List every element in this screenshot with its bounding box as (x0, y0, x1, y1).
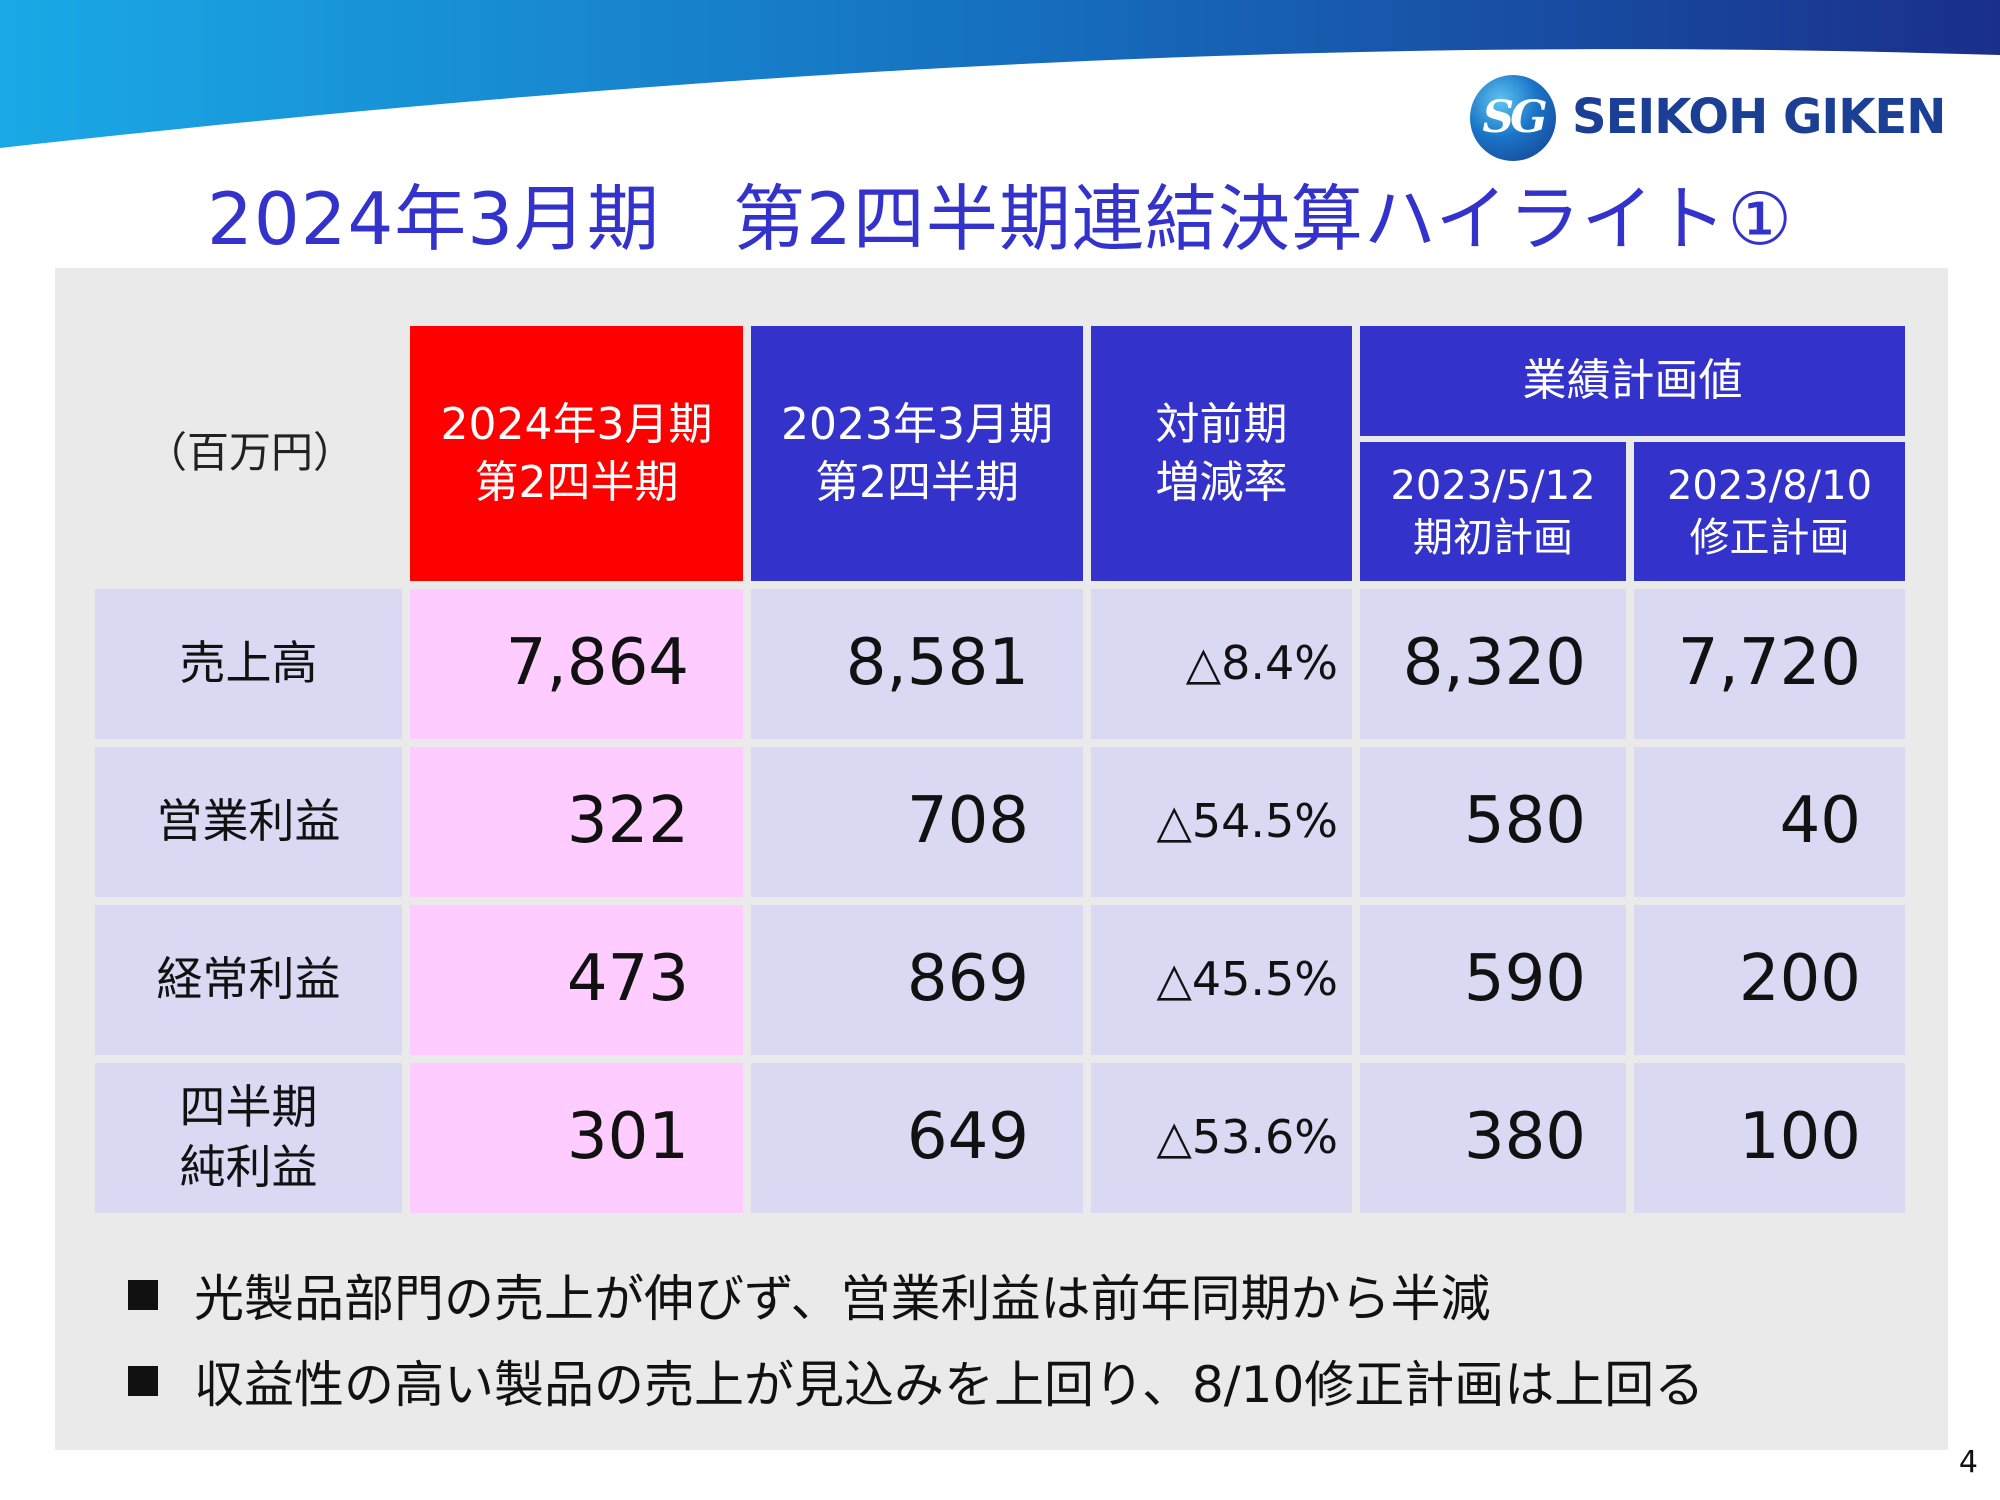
value-plan-initial: 8,320 (1360, 589, 1626, 739)
header-current-line1: 2024年3月期 (440, 399, 713, 451)
header-change-line2: 増減率 (1155, 456, 1288, 508)
header-current-period: 2024年3月期 第2四半期 (410, 326, 743, 581)
value-plan-revised: 7,720 (1634, 589, 1905, 739)
value-previous: 708 (751, 747, 1083, 897)
value-change-rate: △53.6% (1091, 1063, 1352, 1213)
row-label: 営業利益 (95, 747, 402, 897)
value-change-rate: △8.4% (1091, 589, 1352, 739)
header-plan-revised-label: 修正計画 (1689, 514, 1850, 561)
header-plan-revised-date: 2023/8/10 (1666, 462, 1873, 509)
value-current: 322 (410, 747, 743, 897)
value-previous: 649 (751, 1063, 1083, 1213)
value-previous: 8,581 (751, 589, 1083, 739)
value-current: 301 (410, 1063, 743, 1213)
header-plan-initial-date: 2023/5/12 (1390, 462, 1596, 509)
bullet-text: 光製品部門の売上が伸びず、営業利益は前年同期から半減 (194, 1270, 1491, 1328)
value-current: 7,864 (410, 589, 743, 739)
value-plan-revised: 40 (1634, 747, 1905, 897)
page-title: 2024年3月期 第2四半期連結決算ハイライト① (207, 177, 1793, 261)
value-current: 473 (410, 905, 743, 1055)
company-logo: SG SEIKOH GIKEN (1470, 75, 1960, 165)
header-change-line1: 対前期 (1155, 399, 1288, 451)
list-item: 収益性の高い製品の売上が見込みを上回り、8/10修正計画は上回る (128, 1338, 1704, 1424)
page-number: 4 (1958, 1445, 1978, 1480)
header-plan-revised: 2023/8/10 修正計画 (1634, 442, 1905, 581)
header-swoosh-band (0, 0, 2000, 148)
header-current-line2: 第2四半期 (474, 456, 679, 508)
company-name: SEIKOH GIKEN (1572, 89, 1946, 145)
header-plan-group: 業績計画値 (1360, 326, 1905, 436)
list-item: 光製品部門の売上が伸びず、営業利益は前年同期から半減 (128, 1252, 1704, 1338)
bullet-text: 収益性の高い製品の売上が見込みを上回り、8/10修正計画は上回る (194, 1356, 1705, 1414)
row-label-line1: 四半期 (179, 1080, 318, 1135)
header-plan-initial: 2023/5/12 期初計画 (1360, 442, 1626, 581)
value-plan-initial: 380 (1360, 1063, 1626, 1213)
header-plan-initial-label: 期初計画 (1412, 514, 1573, 561)
row-label: 四半期 純利益 (95, 1063, 402, 1213)
row-label: 売上高 (95, 589, 402, 739)
header-previous-period: 2023年3月期 第2四半期 (751, 326, 1083, 581)
row-label: 経常利益 (95, 905, 402, 1055)
value-plan-revised: 200 (1634, 905, 1905, 1055)
header-previous-line1: 2023年3月期 (781, 399, 1053, 451)
value-change-rate: △54.5% (1091, 747, 1352, 897)
content-panel: （百万円） 2024年3月期 第2四半期 2023年3月期 第2四半期 対前期 … (55, 268, 1948, 1450)
summary-bullets: 光製品部門の売上が伸びず、営業利益は前年同期から半減 収益性の高い製品の売上が見… (128, 1252, 1704, 1424)
value-change-rate: △45.5% (1091, 905, 1352, 1055)
logo-mark-icon: SG (1470, 75, 1556, 161)
header-previous-line2: 第2四半期 (814, 456, 1019, 508)
header-change-rate: 対前期 増減率 (1091, 326, 1352, 581)
value-plan-revised: 100 (1634, 1063, 1905, 1213)
value-plan-initial: 590 (1360, 905, 1626, 1055)
square-bullet-icon (128, 1280, 158, 1310)
unit-label: （百万円） (144, 428, 355, 478)
square-bullet-icon (128, 1366, 158, 1396)
value-plan-initial: 580 (1360, 747, 1626, 897)
value-previous: 869 (751, 905, 1083, 1055)
row-label-line2: 純利益 (179, 1140, 318, 1194)
